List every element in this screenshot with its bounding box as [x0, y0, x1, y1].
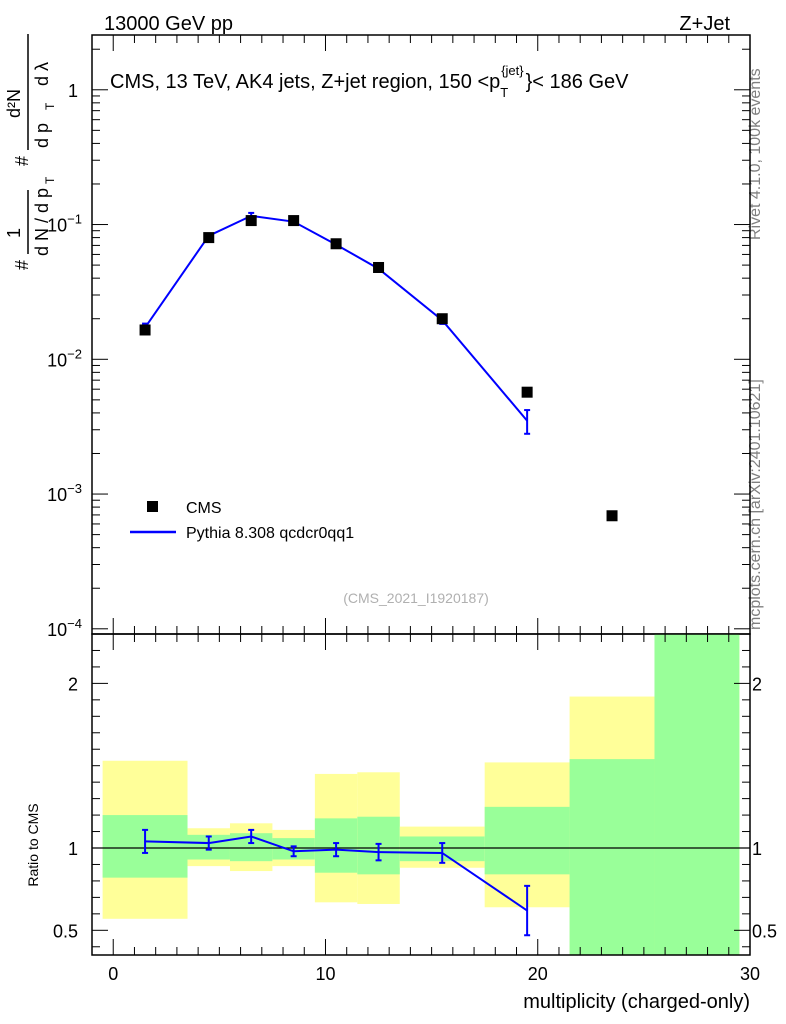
ylabel-t: T [43, 176, 57, 184]
main-ytick-base-1: 10 [47, 216, 67, 236]
xlabel: multiplicity (charged-only) [523, 991, 750, 1013]
cms-point-3 [288, 215, 300, 227]
watermark: (CMS_2021_I1920187) [343, 590, 489, 606]
ratio-ytick-label-left-0: 0.5 [53, 921, 78, 941]
main-ytick-exp-4: −4 [67, 616, 82, 631]
cms-point-7 [521, 386, 533, 398]
main-ytick-base-3: 10 [47, 485, 67, 505]
main-ytick-exp-1: −1 [67, 212, 82, 227]
main-ytick-label-3: 10−3 [47, 481, 82, 505]
ratio-ytick-label-left-1: 1 [68, 839, 78, 859]
ratio-ytick-label-right-2: 2 [752, 674, 762, 694]
main-ytick-exp-3: −3 [67, 481, 82, 496]
ratio-series-line [145, 835, 528, 912]
ratio-ytick-label-right-0: 0.5 [752, 921, 777, 941]
ylabel-dpt: d p [32, 123, 52, 148]
header-left: 13000 GeV pp [104, 13, 233, 35]
ylabel-dl: d λ [32, 62, 52, 86]
cms-point-8 [606, 510, 618, 522]
ylabel-dn: d N / d p [32, 188, 52, 256]
main-ytick-base-4: 10 [47, 620, 67, 640]
rivet-label: Rivet 4.1.0, 100k events [747, 68, 764, 240]
legend-label-cms: CMS [186, 500, 222, 517]
cms-point-2 [245, 215, 257, 227]
cms-point-0 [139, 324, 151, 336]
legend: CMS Pythia 8.308 qcdcr0qq1 [130, 500, 354, 542]
main-frame [91, 34, 751, 635]
ylabel-hash2: # [12, 156, 32, 166]
title-sub: T [500, 85, 508, 100]
main-ylabel: # 1 d N / d p T # d²N d p T d λ [4, 34, 57, 270]
band-green-7 [484, 806, 570, 875]
ratio-xtick-label-0: 0 [108, 964, 118, 984]
main-ytick-label-2: 10−2 [47, 346, 82, 370]
ratio-ylabel: Ratio to CMS [25, 803, 41, 886]
cms-point-6 [436, 313, 448, 325]
legend-marker-cms [147, 501, 158, 512]
main-title: CMS, 13 TeV, AK4 jets, Z+jet region, 150… [110, 63, 629, 100]
ratio-xtick-label-1: 10 [315, 964, 335, 984]
ratio-xtick-label-2: 20 [528, 964, 548, 984]
ratio-panel: 0 10 20 30 0.5 0.5 1 1 2 2 [53, 633, 777, 984]
ylabel-one: 1 [4, 228, 24, 238]
mcplots-label: mcplots.cern.ch [arXiv:2401.10621] [747, 379, 764, 630]
ratio-frame [91, 633, 751, 956]
main-ytick-base-2: 10 [47, 350, 67, 370]
main-panel: 110−110−210−310−4 [47, 34, 751, 645]
legend-label-pythia: Pythia 8.308 qcdcr0qq1 [186, 525, 354, 542]
ratio-ytick-label-right-1: 1 [752, 839, 762, 859]
ratio-ytick-label-left-2: 2 [68, 674, 78, 694]
header-right: Z+Jet [679, 13, 730, 35]
main-ytick-label-4: 10−4 [47, 616, 82, 640]
main-ytick-label-1: 10−1 [47, 212, 82, 236]
cms-point-1 [203, 232, 215, 244]
main-ytick-label-0: 1 [68, 81, 78, 101]
ylabel-t2: T [43, 102, 57, 110]
ylabel-d2n: d²N [4, 89, 24, 118]
cms-point-4 [330, 238, 342, 250]
title-pre: CMS, 13 TeV, AK4 jets, Z+jet region, 150… [110, 71, 500, 93]
main-ytick-exp-2: −2 [67, 346, 82, 361]
band-green-9 [654, 634, 740, 955]
title-post: }< 186 GeV [526, 71, 630, 93]
cms-point-5 [373, 261, 385, 273]
title-sup: {jet} [501, 63, 524, 78]
ylabel-hash: # [12, 260, 32, 270]
band-green-8 [569, 759, 655, 955]
ratio-xtick-label-3: 30 [740, 964, 760, 984]
mc-series-line [144, 214, 528, 422]
